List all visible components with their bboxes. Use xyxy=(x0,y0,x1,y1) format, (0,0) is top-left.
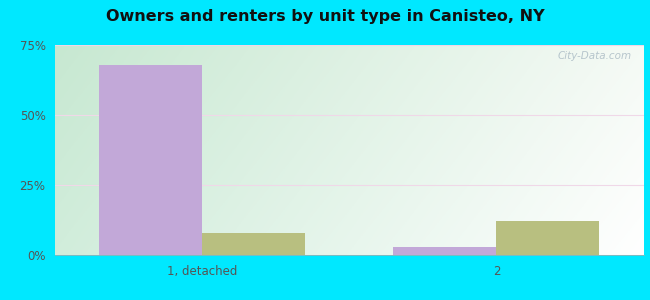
Bar xyxy=(393,247,497,255)
Bar xyxy=(99,64,202,255)
Text: City-Data.com: City-Data.com xyxy=(558,51,632,61)
Bar xyxy=(202,232,306,255)
Bar xyxy=(497,221,599,255)
Text: Owners and renters by unit type in Canisteo, NY: Owners and renters by unit type in Canis… xyxy=(106,9,544,24)
